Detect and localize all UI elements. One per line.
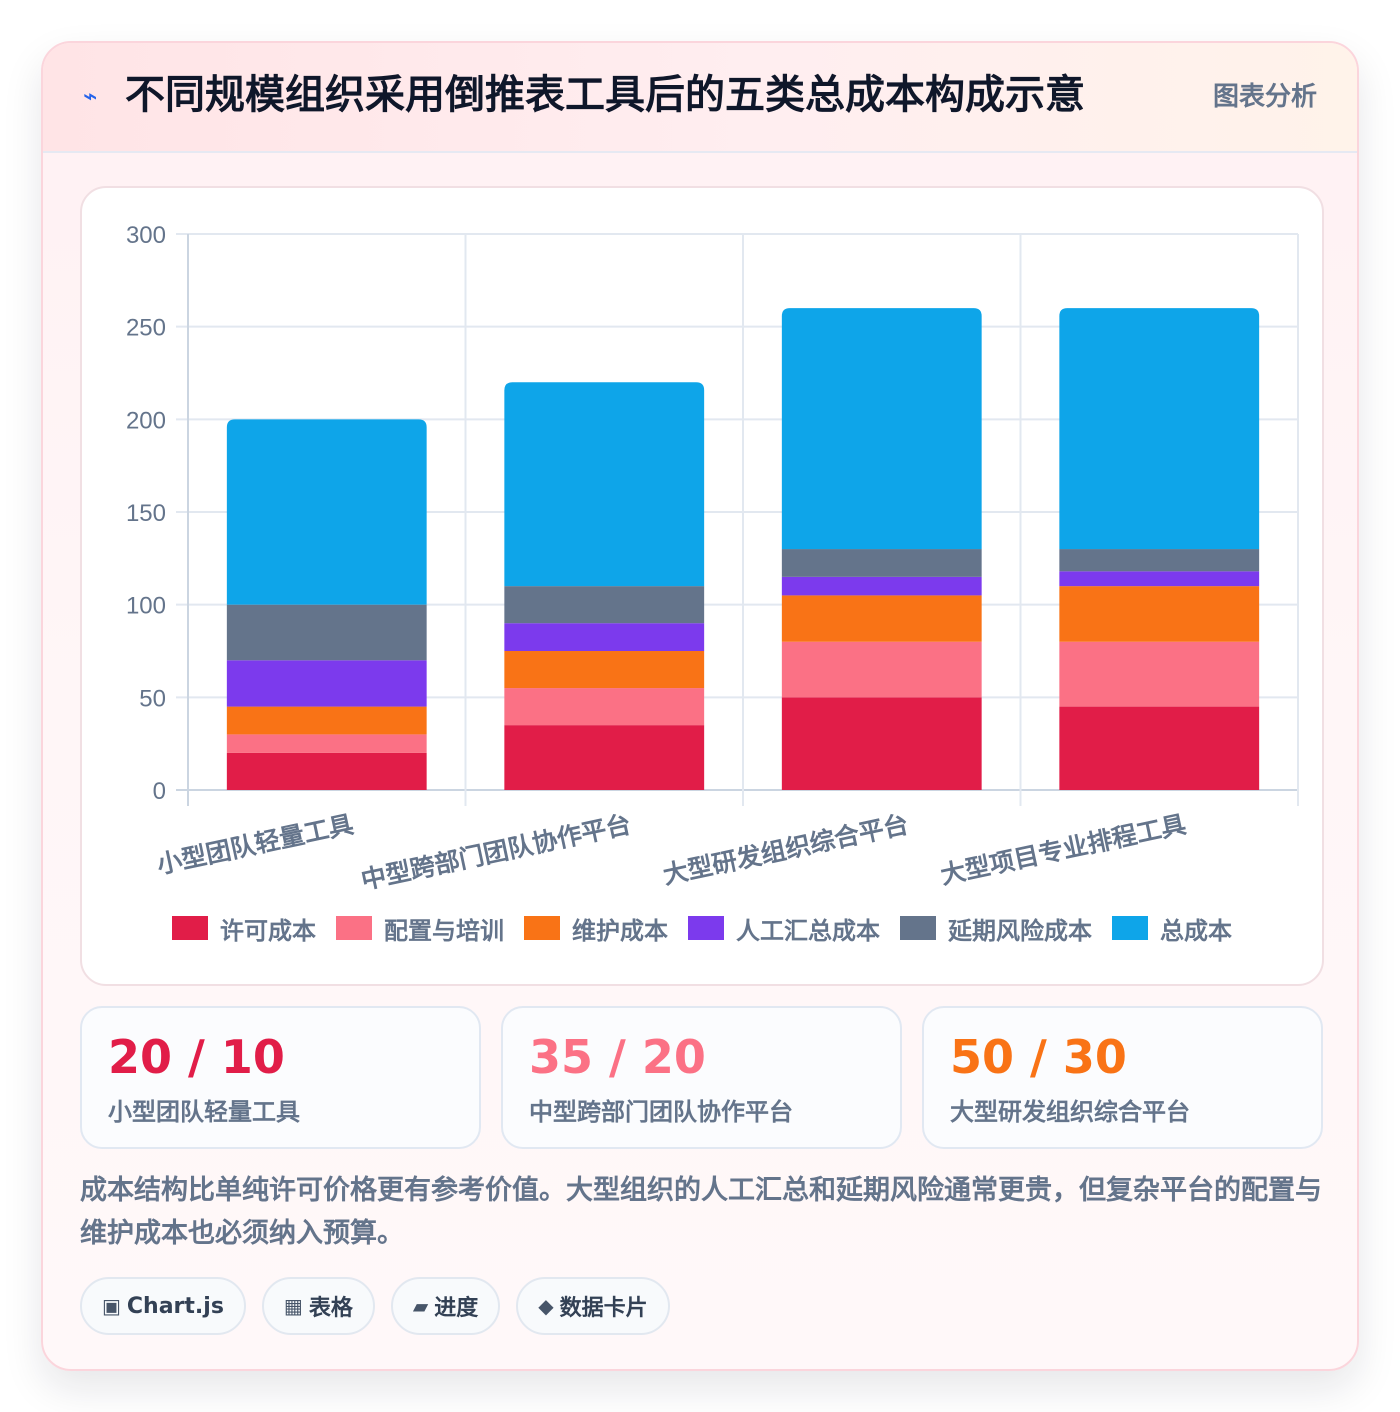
bar-segment [226, 660, 427, 707]
legend-item[interactable]: 人工汇总成本 [688, 911, 880, 946]
stat-label: 中型跨部门团队协作平台 [529, 1098, 793, 1126]
legend-swatch [172, 916, 208, 940]
bar-segment [504, 382, 705, 587]
bar-segment [504, 651, 705, 689]
y-tick-label: 200 [126, 407, 166, 434]
chip-table[interactable]: ▦ 表格 [261, 1277, 375, 1335]
stat-label: 小型团队轻量工具 [108, 1098, 300, 1126]
y-tick-label: 150 [126, 500, 166, 527]
bar-segment [226, 752, 427, 790]
bar-segment [1059, 549, 1260, 572]
legend-item[interactable]: 延期风险成本 [900, 911, 1092, 946]
y-tick-label: 300 [126, 222, 166, 249]
lightning-icon: ⌁ [83, 82, 98, 110]
stat-value: 20 / 10 [108, 1030, 285, 1084]
card-header: ⌁ 不同规模组织采用倒推表工具后的五类总成本构成示意 图表分析 [43, 43, 1357, 153]
bar-segment [1059, 308, 1260, 550]
bar-segment [226, 419, 427, 605]
bar-segment [504, 725, 705, 790]
bar-segment [1059, 706, 1260, 790]
stat-label: 大型研发组织综合平台 [950, 1098, 1190, 1126]
x-tick-label: 大型研发组织综合平台 [660, 810, 911, 890]
chart-card: ⌁ 不同规模组织采用倒推表工具后的五类总成本构成示意 图表分析 0 50 100 15… [41, 41, 1359, 1371]
diamond-icon: ◆ [538, 1294, 554, 1318]
bar-segment [781, 308, 982, 550]
bar-segment [504, 688, 705, 726]
legend-label: 维护成本 [572, 916, 668, 945]
chart-panel: 0 50 100 150 200 250 300 小型团队轻量工具 中型跨部门团队协作平台 大型研… [80, 186, 1324, 986]
bar-segment [781, 697, 982, 790]
chart-description: 成本结构比单纯许可价格更有参考价值。大型组织的人工汇总和延期风险通常更贵，但复杂… [80, 1175, 1322, 1249]
bar-segment [504, 623, 705, 651]
stat-value: 35 / 20 [529, 1030, 706, 1084]
chip-label: 表格 [308, 1296, 353, 1321]
table-icon: ▦ [283, 1294, 303, 1318]
stat-card-medium: 35 / 20 中型跨部门团队协作平台 [501, 1006, 902, 1149]
legend-item[interactable]: 总成本 [1112, 911, 1232, 946]
bar-segment [1059, 571, 1260, 587]
feature-chips: ▣ Chart.js ▦ 表格 ▰ 进度 ◆ 数据卡片 [80, 1277, 670, 1335]
bar-segment [781, 549, 982, 577]
bar-segment [781, 576, 982, 596]
stat-card-large: 50 / 30 大型研发组织综合平台 [922, 1006, 1323, 1149]
chart-icon: ▣ [102, 1294, 121, 1318]
chart-legend: 许可成本 配置与培训 维护成本 人工汇总成本 延期风险成本 总成本 [82, 908, 1322, 948]
y-tick-label: 0 [153, 778, 166, 805]
bar-segment [226, 734, 427, 753]
legend-swatch [524, 916, 560, 940]
legend-label: 配置与培训 [384, 916, 504, 945]
legend-item[interactable]: 维护成本 [524, 911, 668, 946]
chip-label: 数据卡片 [559, 1296, 648, 1321]
bar-segment [1059, 586, 1260, 642]
progress-icon: ▰ [412, 1294, 429, 1318]
legend-label: 许可成本 [220, 916, 316, 945]
stat-value: 50 / 30 [950, 1030, 1127, 1084]
legend-item[interactable]: 配置与培训 [336, 911, 504, 946]
stacked-bar-chart: 0 50 100 150 200 250 300 小型团队轻量工具 中型跨部门团队协作平台 大型研… [126, 222, 1299, 896]
chip-chartjs[interactable]: ▣ Chart.js [80, 1277, 246, 1335]
page-title: 不同规模组织采用倒推表工具后的五类总成本构成示意 [125, 72, 1085, 118]
legend-label: 总成本 [1160, 916, 1232, 945]
legend-swatch [688, 916, 724, 940]
chip-data-card[interactable]: ◆ 数据卡片 [516, 1277, 670, 1335]
x-tick-label: 中型跨部门团队协作平台 [358, 810, 633, 896]
bar-segment [504, 586, 705, 624]
legend-label: 延期风险成本 [948, 916, 1092, 945]
bar-segment [226, 706, 427, 735]
bar-segment [781, 595, 982, 642]
chip-progress[interactable]: ▰ 进度 [390, 1277, 501, 1335]
legend-label: 人工汇总成本 [736, 916, 880, 945]
chart-analysis-tag: 图表分析 [1212, 82, 1317, 112]
legend-item[interactable]: 许可成本 [172, 911, 316, 946]
chip-label: Chart.js [126, 1293, 224, 1319]
legend-swatch [1112, 916, 1148, 940]
bar-segment [1059, 641, 1260, 707]
chip-label: 进度 [434, 1296, 479, 1321]
legend-swatch [336, 916, 372, 940]
x-tick-label: 大型项目专业排程工具 [938, 810, 1189, 890]
bar-segment [226, 604, 427, 661]
x-tick-label: 小型团队轻量工具 [154, 810, 356, 880]
stat-card-small: 20 / 10 小型团队轻量工具 [80, 1006, 481, 1149]
bar-segment [781, 641, 982, 698]
stat-cards: 20 / 10 小型团队轻量工具 35 / 20 中型跨部门团队协作平台 50 … [80, 1006, 1324, 1149]
y-tick-label: 250 [126, 315, 166, 342]
legend-swatch [900, 916, 936, 940]
y-tick-label: 100 [126, 593, 166, 620]
y-tick-label: 50 [139, 685, 166, 712]
